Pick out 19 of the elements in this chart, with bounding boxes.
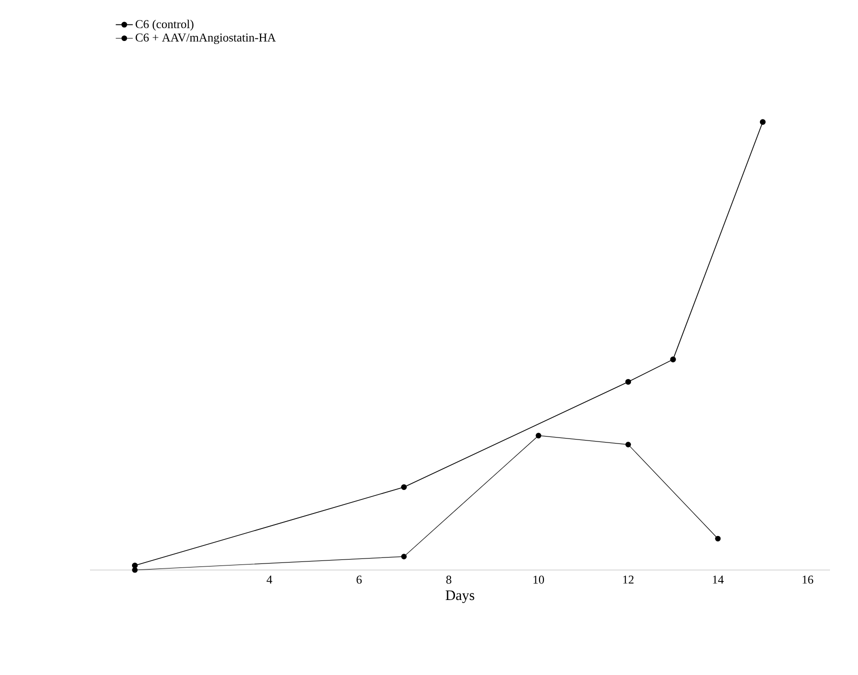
x-tick-label: 16 xyxy=(802,576,814,584)
x-tick-label: 12 xyxy=(623,576,634,584)
point xyxy=(625,378,632,385)
x-axis-title: Days xyxy=(446,590,474,604)
x-tick-label: 4 xyxy=(266,576,272,584)
point xyxy=(401,554,407,560)
point xyxy=(760,119,766,125)
x-tick-label: 6 xyxy=(356,576,362,584)
x-tick-label: 14 xyxy=(712,576,724,584)
point xyxy=(670,356,676,362)
legend-label: C6 (control) xyxy=(136,20,194,31)
legend-label: C6 + AAV/mAngiostatin-HA xyxy=(136,34,276,44)
point xyxy=(715,536,721,542)
x-tick-label: 8 xyxy=(446,576,452,584)
point xyxy=(132,567,138,573)
point xyxy=(401,484,407,490)
point xyxy=(536,432,542,438)
point xyxy=(625,442,631,448)
x-tick-label: 10 xyxy=(534,576,544,584)
